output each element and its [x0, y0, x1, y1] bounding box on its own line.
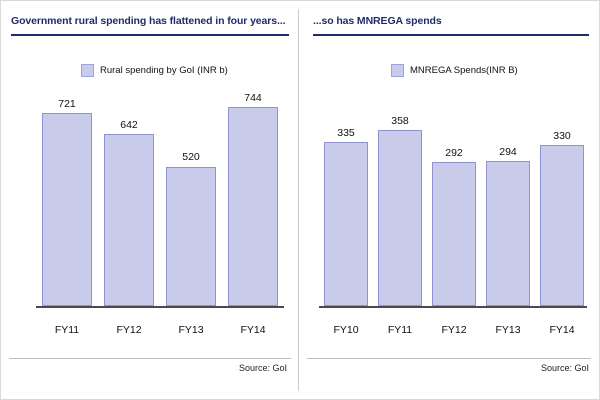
right-chart-legend: MNREGA Spends(INR B): [391, 64, 518, 77]
right-bar-group-3: 294: [481, 91, 535, 306]
left-category-label-0: FY11: [54, 324, 80, 336]
left-title-underline: [11, 34, 289, 36]
left-bar-group-3: 744: [222, 91, 284, 306]
left-category-label-2: FY13: [178, 324, 204, 336]
right-source-rule: [307, 358, 591, 359]
left-plot-area: 721 642 520 744 FY11 FY12 FY13: [1, 81, 299, 336]
right-bar-group-2: 292: [427, 91, 481, 306]
right-source-note: Source: GoI: [540, 363, 589, 373]
panel-divider: [298, 9, 299, 391]
right-bar-group-1: 358: [373, 91, 427, 306]
left-bar-value-2: 520: [182, 151, 200, 163]
left-bar-value-1: 642: [120, 119, 138, 131]
right-category-4: FY14: [535, 81, 589, 341]
right-category-2: FY12: [427, 81, 481, 341]
right-bar-group-0: 335: [319, 91, 373, 306]
left-axis-baseline: [36, 306, 284, 308]
right-bar-value-2: 292: [445, 147, 463, 159]
right-title-underline: [313, 34, 589, 36]
left-chart-title: Government rural spending has flattened …: [11, 15, 286, 27]
left-bar-group-0: 721: [36, 91, 98, 306]
right-chart-panel: ...so has MNREGA spends MNREGA Spends(IN…: [299, 1, 599, 399]
right-bar-value-1: 358: [391, 115, 409, 127]
left-chart-panel: Government rural spending has flattened …: [1, 1, 299, 399]
left-bar-0[interactable]: [42, 113, 92, 306]
right-chart-title: ...so has MNREGA spends: [313, 15, 442, 27]
right-plot-area: 335 358 292 294 330 FY10: [299, 81, 599, 336]
right-category-label-3: FY13: [495, 324, 521, 336]
right-category-0: FY10: [319, 81, 373, 341]
right-category-1: FY11: [373, 81, 427, 341]
right-category-label-4: FY14: [549, 324, 575, 336]
left-source-rule: [9, 358, 291, 359]
left-bar-group-1: 642: [98, 91, 160, 306]
right-bar-2[interactable]: [432, 162, 476, 306]
right-bar-value-0: 335: [337, 127, 355, 139]
left-legend-label: Rural spending by GoI (INR b): [100, 65, 228, 76]
left-bar-2[interactable]: [166, 167, 216, 306]
right-bar-group-4: 330: [535, 91, 589, 306]
left-source-note: Source: GoI: [238, 363, 287, 373]
right-axis-baseline: [319, 306, 587, 308]
legend-swatch-icon: [81, 64, 94, 77]
left-category-label-1: FY12: [116, 324, 142, 336]
right-category-label-1: FY11: [387, 324, 413, 336]
right-bar-0[interactable]: [324, 142, 368, 306]
right-category-label-2: FY12: [441, 324, 467, 336]
left-bar-3[interactable]: [228, 107, 278, 306]
right-category-label-0: FY10: [333, 324, 359, 336]
right-bar-4[interactable]: [540, 145, 584, 306]
left-category-2: FY13: [160, 81, 222, 341]
left-bar-1[interactable]: [104, 134, 154, 306]
right-bar-value-4: 330: [553, 130, 571, 142]
left-chart-legend: Rural spending by GoI (INR b): [81, 64, 228, 77]
right-bar-1[interactable]: [378, 130, 422, 306]
left-bar-group-2: 520: [160, 91, 222, 306]
right-legend-label: MNREGA Spends(INR B): [410, 65, 518, 76]
right-bar-value-3: 294: [499, 146, 517, 158]
right-bar-3[interactable]: [486, 161, 530, 306]
left-bar-value-3: 744: [244, 92, 262, 104]
left-category-1: FY12: [98, 81, 160, 341]
left-category-0: FY11: [36, 81, 98, 341]
legend-swatch-icon: [391, 64, 404, 77]
left-bar-value-0: 721: [58, 98, 76, 110]
left-category-label-3: FY14: [240, 324, 266, 336]
right-category-3: FY13: [481, 81, 535, 341]
left-category-3: FY14: [222, 81, 284, 341]
